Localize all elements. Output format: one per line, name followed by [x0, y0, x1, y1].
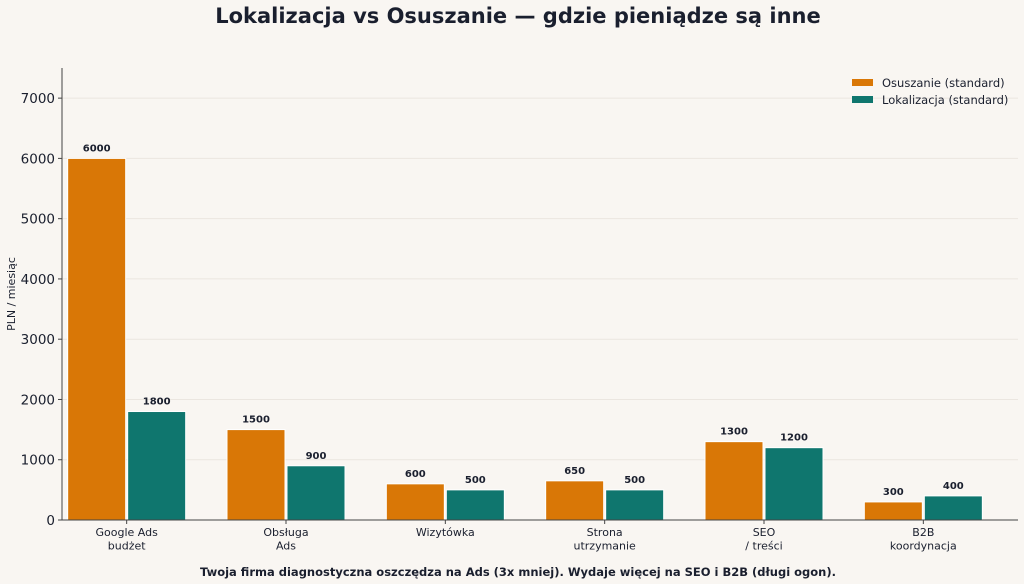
y-tick-label: 2000 — [21, 392, 55, 408]
x-tick-label: SEO — [753, 526, 776, 539]
bar-lokalizacja — [286, 465, 346, 521]
bar-osuszanie — [385, 483, 445, 521]
x-tick-label: koordynacja — [890, 540, 957, 553]
x-tick-label: Wizytówka — [416, 526, 475, 539]
bar-lokalizacja — [764, 447, 824, 521]
value-label: 400 — [943, 481, 964, 492]
axes — [61, 68, 1018, 521]
value-label: 900 — [306, 451, 327, 462]
y-axis-label: PLN / miesiąc — [5, 257, 18, 331]
y-tick-label: 5000 — [21, 212, 55, 228]
value-labels: 6000 1800 1500 900 600 500 650 500 1300 1200 300 40… — [83, 143, 964, 498]
gridlines — [62, 97, 1018, 461]
y-tick-label: 7000 — [21, 91, 55, 107]
bars — [67, 157, 983, 521]
legend: Osuszanie (standard) Lokalizacja (standar… — [852, 76, 1008, 107]
value-label: 1800 — [143, 397, 171, 408]
y-tick-labels: 0 1000 2000 3000 4000 5000 6000 7000 — [21, 91, 62, 529]
legend-label: Lokalizacja (standard) — [882, 93, 1008, 107]
y-tick-label: 3000 — [21, 332, 55, 348]
legend-label: Osuszanie (standard) — [882, 76, 1005, 90]
bar-osuszanie — [67, 157, 127, 521]
x-tick-label: utrzymanie — [573, 540, 636, 553]
value-label: 1200 — [780, 433, 808, 444]
y-tick-label: 0 — [46, 513, 55, 529]
bar-osuszanie — [226, 429, 286, 521]
x-tick-label: Google Ads — [95, 526, 158, 539]
x-tick-label: Ads — [276, 540, 296, 553]
value-label: 1500 — [242, 415, 270, 426]
x-tick-label: Strona — [587, 526, 623, 539]
bar-lokalizacja — [923, 495, 983, 521]
value-label: 1300 — [720, 427, 748, 438]
bar-lokalizacja — [605, 489, 665, 521]
value-label: 6000 — [83, 143, 111, 154]
y-tick-label: 6000 — [21, 151, 55, 167]
value-label: 500 — [624, 475, 645, 486]
value-label: 500 — [465, 475, 486, 486]
y-tick-label: 1000 — [21, 453, 55, 469]
bar-osuszanie — [704, 441, 764, 521]
legend-swatch — [852, 96, 873, 103]
value-label: 300 — [883, 487, 904, 498]
bar-osuszanie — [863, 501, 923, 521]
value-label: 650 — [564, 466, 585, 477]
x-tick-label: Obsługa — [263, 526, 308, 539]
value-label: 600 — [405, 469, 426, 480]
x-tick-label: budżet — [108, 540, 146, 553]
bar-osuszanie — [545, 480, 605, 521]
chart-footnote: Twoja firma diagnostyczna oszczędza na A… — [200, 565, 836, 579]
bar-lokalizacja — [445, 489, 505, 521]
legend-swatch — [852, 79, 873, 86]
chart-title: Lokalizacja vs Osuszanie — gdzie pieniąd… — [215, 4, 821, 28]
x-tick-label: B2B — [912, 526, 934, 539]
x-tick-label: / treści — [745, 540, 782, 553]
bar-lokalizacja — [127, 411, 187, 521]
y-tick-label: 4000 — [21, 272, 55, 288]
